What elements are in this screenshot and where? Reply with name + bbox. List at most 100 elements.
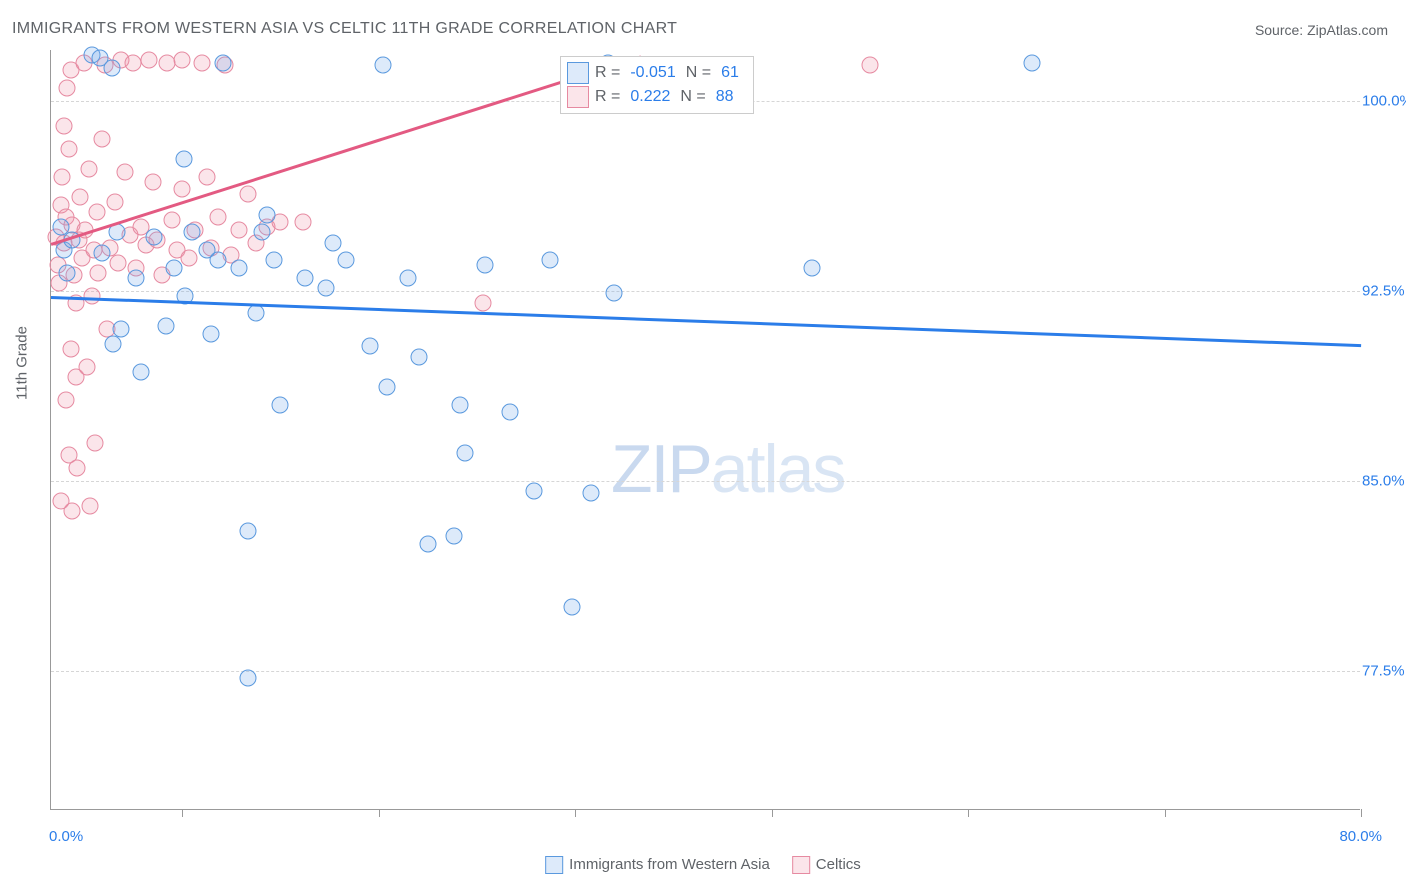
scatter-point-blue: [362, 338, 379, 355]
scatter-point-blue: [399, 270, 416, 287]
legend-swatch-icon: [545, 856, 563, 874]
x-tick: [575, 809, 576, 817]
scatter-point-pink: [174, 181, 191, 198]
scatter-point-blue: [324, 234, 341, 251]
scatter-point-pink: [90, 264, 107, 281]
scatter-point-pink: [79, 358, 96, 375]
scatter-point-pink: [110, 254, 127, 271]
x-tick: [968, 809, 969, 817]
scatter-point-blue: [318, 280, 335, 297]
scatter-point-blue: [419, 536, 436, 553]
scatter-point-pink: [82, 498, 99, 515]
scatter-point-blue: [113, 320, 130, 337]
x-axis-max-label: 80.0%: [1339, 828, 1382, 845]
scatter-point-pink: [56, 118, 73, 135]
watermark-light: atlas: [711, 431, 845, 507]
plot-area: ZIPatlas 77.5%85.0%92.5%100.0%0.0%80.0%: [50, 50, 1360, 810]
scatter-point-pink: [144, 173, 161, 190]
scatter-point-pink: [72, 188, 89, 205]
scatter-point-pink: [141, 52, 158, 69]
legend-label-blue: Immigrants from Western Asia: [569, 856, 770, 873]
scatter-point-blue: [214, 54, 231, 71]
scatter-point-pink: [231, 221, 248, 238]
legend-item-pink: Celtics: [792, 856, 861, 874]
legend-swatch-icon: [792, 856, 810, 874]
scatter-point-blue: [231, 259, 248, 276]
scatter-point-blue: [375, 57, 392, 74]
y-tick-label: 85.0%: [1362, 472, 1406, 489]
scatter-point-blue: [452, 396, 469, 413]
scatter-point-blue: [254, 224, 271, 241]
scatter-point-blue: [526, 482, 543, 499]
legend-item-blue: Immigrants from Western Asia: [545, 856, 770, 874]
y-tick-label: 92.5%: [1362, 282, 1406, 299]
scatter-point-pink: [54, 168, 71, 185]
scatter-point-pink: [88, 204, 105, 221]
r-label: R =: [595, 88, 620, 106]
legend-label-pink: Celtics: [816, 856, 861, 873]
scatter-point-blue: [105, 335, 122, 352]
y-axis-label: 11th Grade: [14, 326, 31, 400]
scatter-point-pink: [106, 194, 123, 211]
scatter-point-blue: [175, 150, 192, 167]
scatter-point-blue: [501, 404, 518, 421]
scatter-point-pink: [52, 492, 69, 509]
scatter-point-pink: [87, 434, 104, 451]
gridline: [51, 291, 1360, 292]
scatter-point-blue: [563, 599, 580, 616]
scatter-point-pink: [83, 287, 100, 304]
chart-title: IMMIGRANTS FROM WESTERN ASIA VS CELTIC 1…: [12, 20, 677, 38]
scatter-point-pink: [59, 80, 76, 97]
scatter-point-blue: [133, 363, 150, 380]
scatter-point-pink: [198, 168, 215, 185]
scatter-point-blue: [337, 252, 354, 269]
scatter-point-blue: [542, 252, 559, 269]
watermark: ZIPatlas: [611, 430, 844, 508]
r-value-pink: 0.222: [630, 88, 670, 106]
x-axis-min-label: 0.0%: [49, 828, 83, 845]
scatter-point-blue: [239, 523, 256, 540]
scatter-point-blue: [210, 252, 227, 269]
scatter-point-pink: [475, 295, 492, 312]
r-label: R =: [595, 64, 620, 82]
scatter-point-blue: [583, 485, 600, 502]
scatter-point-pink: [69, 460, 86, 477]
scatter-point-blue: [445, 528, 462, 545]
series-legend: Immigrants from Western Asia Celtics: [545, 856, 861, 874]
legend-swatch-pink: [567, 86, 589, 108]
n-label: N =: [680, 88, 705, 106]
scatter-point-pink: [80, 161, 97, 178]
scatter-point-blue: [183, 224, 200, 241]
scatter-point-blue: [1023, 54, 1040, 71]
scatter-point-pink: [124, 54, 141, 71]
scatter-point-pink: [180, 249, 197, 266]
source-attribution: Source: ZipAtlas.com: [1255, 22, 1388, 38]
legend-row-pink: R = 0.222 N = 88: [567, 86, 743, 108]
trend-line-pink: [51, 55, 641, 245]
scatter-point-blue: [411, 348, 428, 365]
scatter-point-blue: [59, 264, 76, 281]
scatter-point-pink: [57, 391, 74, 408]
x-tick: [1165, 809, 1166, 817]
scatter-point-blue: [804, 259, 821, 276]
chart-container: IMMIGRANTS FROM WESTERN ASIA VS CELTIC 1…: [0, 0, 1406, 892]
x-tick: [379, 809, 380, 817]
scatter-point-blue: [259, 206, 276, 223]
scatter-point-pink: [295, 214, 312, 231]
scatter-point-blue: [265, 252, 282, 269]
scatter-point-blue: [476, 257, 493, 274]
watermark-bold: ZIP: [611, 431, 711, 507]
scatter-point-blue: [93, 244, 110, 261]
scatter-point-pink: [174, 52, 191, 69]
y-tick-label: 100.0%: [1362, 92, 1406, 109]
legend-swatch-blue: [567, 62, 589, 84]
scatter-point-pink: [210, 209, 227, 226]
scatter-point-blue: [272, 396, 289, 413]
scatter-point-pink: [193, 54, 210, 71]
scatter-point-pink: [239, 186, 256, 203]
scatter-point-blue: [103, 59, 120, 76]
scatter-point-blue: [606, 285, 623, 302]
trend-line-blue: [51, 296, 1361, 347]
x-tick: [772, 809, 773, 817]
scatter-point-blue: [146, 229, 163, 246]
